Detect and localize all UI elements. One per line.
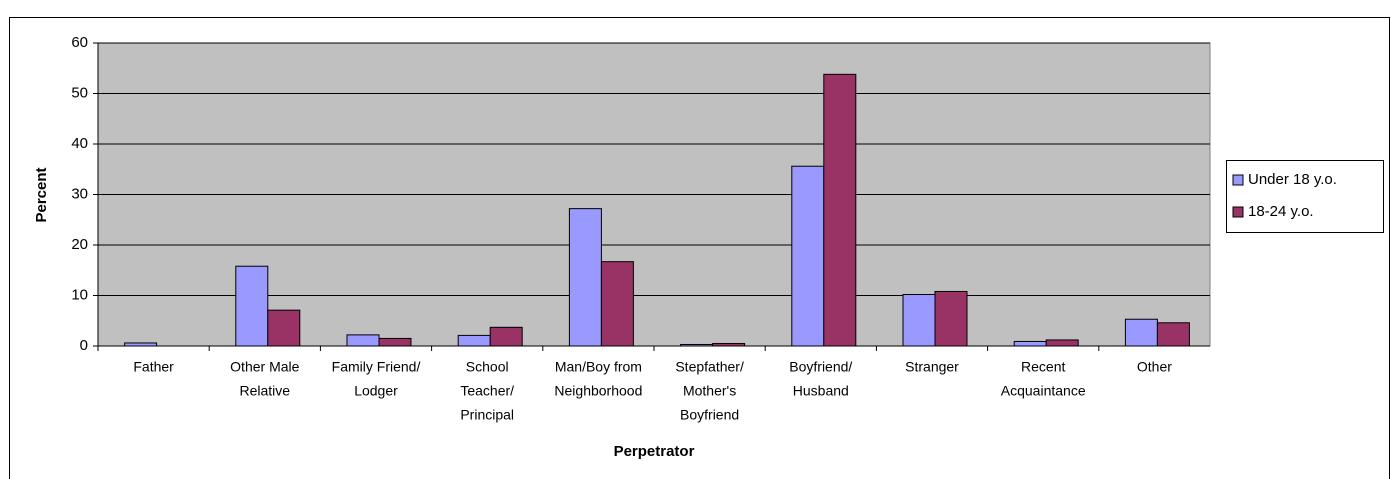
x-tick-label: Stepfather/: [675, 359, 744, 375]
x-tick-label: Other: [1137, 359, 1172, 375]
bar: [791, 165, 825, 347]
bar: [235, 265, 269, 347]
bar: [457, 334, 491, 347]
y-tick-label: 30: [71, 185, 88, 202]
x-tick-label: Boyfriend: [680, 407, 739, 423]
x-axis-label: Perpetrator: [614, 443, 695, 460]
x-tick-label: Acquaintance: [1001, 383, 1086, 399]
bar: [902, 293, 936, 347]
bar: [1045, 339, 1079, 347]
y-tick-label: 60: [71, 34, 88, 51]
bar: [489, 326, 523, 347]
legend-label: 18-24 y.o.: [1248, 203, 1314, 220]
y-axis-label: Percent: [33, 167, 50, 222]
y-tick-label: 0: [80, 337, 88, 354]
bar: [1013, 340, 1047, 347]
x-tick-label: School: [466, 359, 509, 375]
x-tick-label: Father: [133, 359, 174, 375]
bar: [680, 343, 714, 347]
bar: [934, 290, 968, 347]
x-tick-label: Stranger: [905, 359, 959, 375]
x-tick-label: Principal: [460, 407, 514, 423]
bar: [568, 208, 602, 347]
x-tick-label: Family Friend/: [332, 359, 421, 375]
bar: [124, 342, 158, 347]
bar: [346, 334, 380, 347]
legend-swatch: [1232, 174, 1244, 186]
legend-label: Under 18 y.o.: [1248, 171, 1337, 188]
x-tick-label: Neighborhood: [554, 383, 642, 399]
y-tick-label: 10: [71, 286, 88, 303]
bar: [1124, 318, 1158, 347]
y-tick-label: 50: [71, 84, 88, 101]
bar: [1156, 322, 1190, 347]
x-tick-label: Recent: [1021, 359, 1065, 375]
x-tick-label: Teacher/: [460, 383, 514, 399]
y-tick-label: 40: [71, 135, 88, 152]
x-tick-label: Husband: [793, 383, 849, 399]
bar: [267, 309, 301, 347]
bar: [378, 337, 412, 347]
x-tick-label: Other Male: [230, 359, 299, 375]
y-tick-label: 20: [71, 236, 88, 253]
legend-box: [1226, 160, 1384, 233]
x-tick-label: Lodger: [354, 383, 398, 399]
x-tick-label: Mother's: [683, 383, 736, 399]
bar: [823, 73, 857, 347]
x-tick-label: Man/Boy from: [555, 359, 642, 375]
bar: [600, 261, 634, 347]
x-tick-label: Relative: [240, 383, 291, 399]
bar: [712, 342, 746, 347]
x-tick-label: Boyfriend/: [789, 359, 852, 375]
legend-swatch: [1232, 206, 1244, 218]
